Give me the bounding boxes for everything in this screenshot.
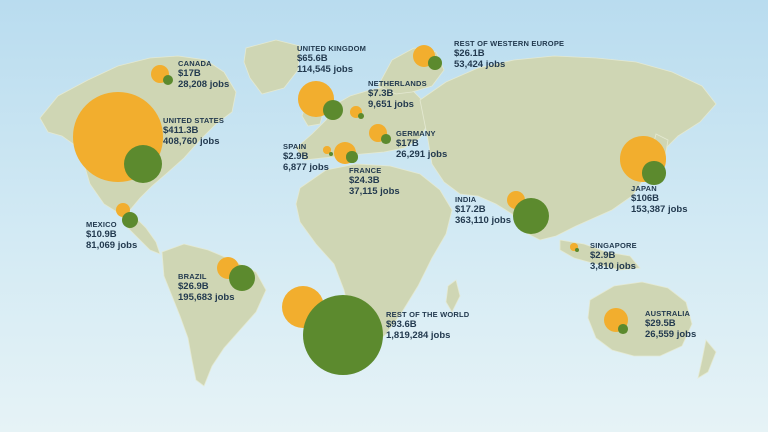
- canada-value-text: $17B: [178, 67, 201, 79]
- canada-jobs-bubble[interactable]: [162, 74, 173, 85]
- africa-landmass: [295, 163, 453, 349]
- netherlands-jobs-text: 9,651 jobs: [368, 98, 414, 110]
- germany-jobs-text: 26,291 jobs: [396, 148, 448, 160]
- mexico-value-text: $10.9B: [86, 228, 117, 240]
- japan-jobs-text: 153,387 jobs: [631, 203, 688, 215]
- united-kingdom-value-text: $65.6B: [297, 52, 328, 64]
- mexico-jobs-bubble[interactable]: [121, 211, 139, 229]
- spain-spend-bubble[interactable]: [323, 146, 331, 154]
- japan-name-text: JAPAN: [631, 184, 657, 193]
- australia-jobs-bubble[interactable]: [618, 324, 628, 334]
- japan-value-text: $106B: [631, 192, 659, 204]
- spain-value-text: $2.9B: [283, 150, 309, 162]
- mexico-label: MEXICO $10.9B 81,069 jobs: [86, 220, 138, 251]
- rest-of-the-world-jobs-text: 1,819,284 jobs: [386, 329, 451, 341]
- australia-label: AUSTRALIA $29.5B 26,559 jobs: [645, 309, 697, 340]
- mexico-name-text: MEXICO: [86, 220, 117, 229]
- united-states-jobs-bubble[interactable]: [123, 144, 163, 184]
- brazil-jobs-bubble[interactable]: [228, 264, 256, 292]
- brazil-name-text: BRAZIL: [178, 272, 207, 281]
- netherlands-value-text: $7.3B: [368, 87, 394, 99]
- spain-jobs-text: 6,877 jobs: [283, 161, 329, 173]
- singapore-jobs-bubble[interactable]: [574, 247, 580, 253]
- singapore-jobs-text: 3,810 jobs: [590, 260, 636, 272]
- rest-of-western-europe-value-text: $26.1B: [454, 47, 485, 59]
- india-value-text: $17.2B: [455, 203, 486, 215]
- canada-label: CANADA $17B 28,208 jobs: [178, 59, 230, 90]
- rest-of-western-europe-name-text: REST OF WESTERN EUROPE: [454, 39, 565, 48]
- new-zealand-landmass: [697, 339, 717, 379]
- united-states-label: UNITED STATES $411.3B 408,760 jobs: [163, 116, 225, 147]
- india-label: INDIA $17.2B 363,110 jobs: [455, 195, 511, 226]
- france-name-text: FRANCE: [349, 166, 382, 175]
- canada-name-text: CANADA: [178, 59, 212, 68]
- united-states-jobs-text: 408,760 jobs: [163, 135, 220, 147]
- united-kingdom-name-text: UNITED KINGDOM: [297, 44, 367, 53]
- rest-of-the-world-jobs-bubble[interactable]: [302, 294, 384, 376]
- southeast-asia-islands-landmass: [559, 239, 641, 271]
- australia-name-text: AUSTRALIA: [645, 309, 691, 318]
- canada-jobs-text: 28,208 jobs: [178, 78, 230, 90]
- singapore-name-text: SINGAPORE: [590, 241, 637, 250]
- india-name-text: INDIA: [455, 195, 477, 204]
- germany-name-text: GERMANY: [396, 129, 436, 138]
- singapore-label: SINGAPORE $2.9B 3,810 jobs: [590, 241, 637, 272]
- united-kingdom-jobs-bubble[interactable]: [322, 99, 344, 121]
- france-label: FRANCE $24.3B 37,115 jobs: [349, 166, 400, 197]
- rest-of-the-world-value-text: $93.6B: [386, 318, 417, 330]
- asia-landmass: [419, 55, 717, 241]
- netherlands-jobs-bubble[interactable]: [358, 113, 364, 119]
- madagascar-landmass: [445, 279, 461, 313]
- united-states-value-text: $411.3B: [163, 124, 199, 136]
- france-jobs-text: 37,115 jobs: [349, 185, 400, 197]
- india-jobs-text: 363,110 jobs: [455, 214, 511, 226]
- rest-of-the-world-label: REST OF THE WORLD $93.6B 1,819,284 jobs: [386, 310, 470, 341]
- rest-of-western-europe-jobs-text: 53,424 jobs: [454, 58, 506, 70]
- mexico-jobs-text: 81,069 jobs: [86, 239, 138, 251]
- australia-landmass: [587, 281, 693, 357]
- germany-value-text: $17B: [396, 137, 419, 149]
- spain-label: SPAIN $2.9B 6,877 jobs: [283, 142, 329, 173]
- brazil-value-text: $26.9B: [178, 280, 209, 292]
- united-kingdom-jobs-text: 114,545 jobs: [297, 63, 353, 75]
- rest-of-western-europe-jobs-bubble[interactable]: [428, 56, 442, 70]
- india-jobs-bubble[interactable]: [513, 198, 549, 234]
- australia-jobs-text: 26,559 jobs: [645, 328, 697, 340]
- netherlands-name-text: NETHERLANDS: [368, 79, 427, 88]
- south-america-landmass: [161, 243, 267, 387]
- united-states-name-text: UNITED STATES: [163, 116, 225, 125]
- singapore-spend-bubble[interactable]: [570, 243, 578, 251]
- spain-name-text: SPAIN: [283, 142, 307, 151]
- rest-of-the-world-name-text: REST OF THE WORLD: [386, 310, 470, 319]
- france-value-text: $24.3B: [349, 174, 380, 186]
- netherlands-spend-bubble[interactable]: [350, 106, 362, 118]
- germany-jobs-bubble[interactable]: [381, 134, 391, 144]
- japan-jobs-bubble[interactable]: [642, 161, 666, 185]
- singapore-value-text: $2.9B: [590, 249, 616, 261]
- united-kingdom-label: UNITED KINGDOM $65.6B 114,545 jobs: [297, 44, 367, 75]
- brazil-jobs-text: 195,683 jobs: [178, 291, 235, 303]
- spain-jobs-bubble[interactable]: [328, 151, 334, 157]
- france-jobs-bubble[interactable]: [346, 151, 358, 163]
- greenland-landmass: [243, 39, 301, 95]
- australia-value-text: $29.5B: [645, 317, 676, 329]
- netherlands-label: NETHERLANDS $7.3B 9,651 jobs: [368, 79, 427, 110]
- japan-label: JAPAN $106B 153,387 jobs: [631, 184, 688, 215]
- brazil-label: BRAZIL $26.9B 195,683 jobs: [178, 272, 235, 303]
- rest-of-western-europe-label: REST OF WESTERN EUROPE $26.1B 53,424 jobs: [454, 39, 565, 70]
- germany-label: GERMANY $17B 26,291 jobs: [396, 129, 448, 160]
